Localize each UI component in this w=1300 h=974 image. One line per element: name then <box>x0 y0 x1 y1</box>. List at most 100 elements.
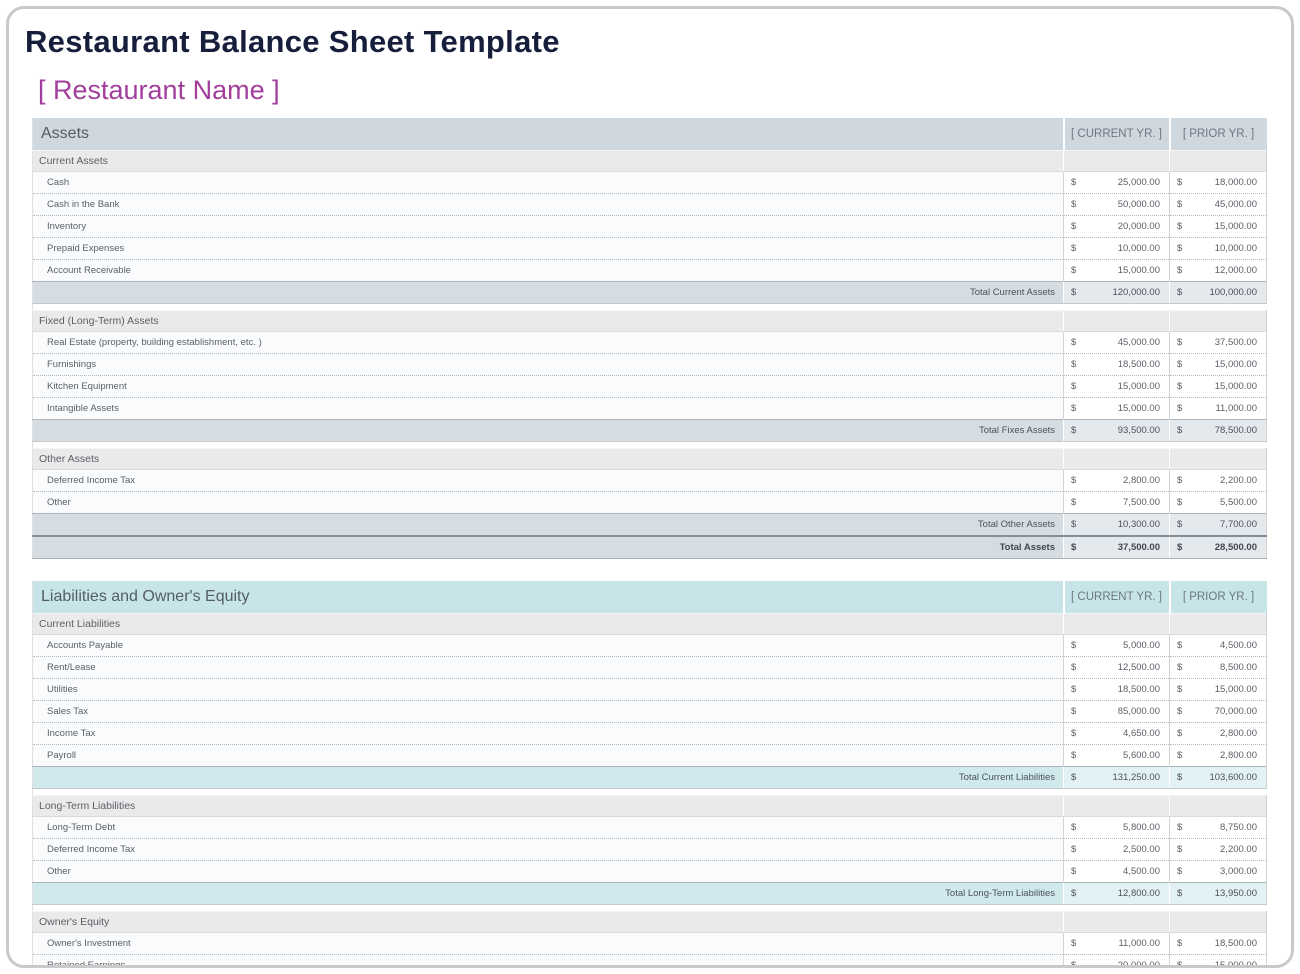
amount-cell-current[interactable]: $11,000.00 <box>1063 932 1170 955</box>
currency-symbol: $ <box>1177 728 1183 739</box>
amount-cell-current[interactable]: $20,000.00 <box>1063 954 1170 965</box>
line-item-label: Prepaid Expenses <box>32 237 1064 260</box>
amount-cell-prior[interactable]: $15,000.00 <box>1169 353 1267 376</box>
line-item-label: Real Estate (property, building establis… <box>32 331 1064 354</box>
amount-value: 8,750.00 <box>1220 822 1257 833</box>
currency-symbol: $ <box>1071 684 1077 695</box>
amount-cell-prior[interactable]: $3,000.00 <box>1169 860 1267 883</box>
amount-value: 7,500.00 <box>1123 497 1160 508</box>
amount-value: 2,200.00 <box>1220 475 1257 486</box>
amount-cell-content: $8,500.00 <box>1171 658 1265 677</box>
currency-symbol: $ <box>1071 199 1077 210</box>
amount-cell-prior[interactable]: $70,000.00 <box>1169 700 1267 723</box>
amount-cell-prior[interactable]: $2,200.00 <box>1169 469 1267 492</box>
amount-cell-prior[interactable]: $8,750.00 <box>1169 816 1267 839</box>
amount-cell-current[interactable]: $5,000.00 <box>1063 634 1170 657</box>
amount-cell-current[interactable]: $20,000.00 <box>1063 215 1170 238</box>
amount-cell-prior[interactable]: $18,500.00 <box>1169 932 1267 955</box>
amount-cell-prior[interactable]: $15,000.00 <box>1169 954 1267 968</box>
currency-symbol: $ <box>1177 359 1183 370</box>
amount-cell-content: $2,800.00 <box>1171 746 1265 765</box>
amount-cell-content: $70,000.00 <box>1171 702 1265 721</box>
amount-cell-content: $45,000.00 <box>1065 333 1168 352</box>
currency-symbol: $ <box>1071 772 1077 783</box>
amount-cell-content: $8,750.00 <box>1171 818 1265 837</box>
restaurant-name-placeholder[interactable]: [ Restaurant Name ] <box>38 75 280 105</box>
liabilities-table: Liabilities and Owner's Equity [ CURRENT… <box>32 581 1267 968</box>
amount-value: 2,200.00 <box>1220 844 1257 855</box>
empty-cell <box>1063 795 1170 817</box>
amount-cell-current[interactable]: $15,000.00 <box>1063 375 1170 398</box>
amount-cell-prior[interactable]: $15,000.00 <box>1169 678 1267 701</box>
amount-cell-current[interactable]: $2,800.00 <box>1063 469 1170 492</box>
liabilities-table-body: Current Liabilities Accounts Payable $5,00… <box>32 613 1267 968</box>
amount-cell-current[interactable]: $2,500.00 <box>1063 838 1170 861</box>
group-header-row: Long-Term Liabilities <box>32 795 1267 817</box>
group-total-row: Total Fixes Assets $93,500.00 $78,500.00 <box>32 419 1267 442</box>
amount-cell-prior[interactable]: $2,800.00 <box>1169 744 1267 767</box>
amount-value: 12,500.00 <box>1117 662 1160 673</box>
amount-cell-content: $45,000.00 <box>1171 195 1265 214</box>
amount-cell-content: $85,000.00 <box>1065 702 1168 721</box>
amount-cell-prior[interactable]: $4,500.00 <box>1169 634 1267 657</box>
amount-cell-current[interactable]: $4,500.00 <box>1063 860 1170 883</box>
line-item-row: Other $4,500.00 $3,000.00 <box>32 860 1267 883</box>
amount-cell-current[interactable]: $12,500.00 <box>1063 656 1170 679</box>
amount-value: 131,250.00 <box>1112 772 1160 783</box>
amount-cell-prior[interactable]: $12,000.00 <box>1169 259 1267 282</box>
amount-cell-prior[interactable]: $8,500.00 <box>1169 656 1267 679</box>
amount-cell-content: $13,950.00 <box>1171 884 1265 903</box>
line-item-row: Kitchen Equipment $15,000.00 $15,000.00 <box>32 375 1267 398</box>
amount-cell-current[interactable]: $5,600.00 <box>1063 744 1170 767</box>
amount-cell-prior[interactable]: $2,200.00 <box>1169 838 1267 861</box>
assets-table: Assets [ CURRENT YR. ] [ PRIOR YR. ] Cur… <box>32 118 1267 559</box>
amount-cell-content: $25,000.00 <box>1065 173 1168 192</box>
amount-cell-current[interactable]: $25,000.00 <box>1063 171 1170 194</box>
amount-cell-current[interactable]: $4,650.00 <box>1063 722 1170 745</box>
amount-value: 18,500.00 <box>1117 359 1160 370</box>
amount-cell-content: $5,600.00 <box>1065 746 1168 765</box>
amount-value: 100,000.00 <box>1209 287 1257 298</box>
line-item-row: Rent/Lease $12,500.00 $8,500.00 <box>32 656 1267 679</box>
amount-cell-content: $100,000.00 <box>1171 283 1265 302</box>
currency-symbol: $ <box>1177 337 1183 348</box>
line-item-label: Retained Earnings <box>32 954 1064 965</box>
amount-cell-current[interactable]: $45,000.00 <box>1063 331 1170 354</box>
amount-value: 7,700.00 <box>1220 519 1257 530</box>
amount-value: 120,000.00 <box>1112 287 1160 298</box>
amount-cell-content: $3,000.00 <box>1171 862 1265 881</box>
amount-cell-prior[interactable]: $45,000.00 <box>1169 193 1267 216</box>
amount-cell-current[interactable]: $5,800.00 <box>1063 816 1170 839</box>
empty-cell <box>1169 613 1267 635</box>
amount-cell-prior[interactable]: $11,000.00 <box>1169 397 1267 420</box>
amount-cell-prior[interactable]: $5,500.00 <box>1169 491 1267 514</box>
grand-total-row: Total Assets $37,500.00 $28,500.00 <box>32 535 1267 559</box>
amount-cell-prior[interactable]: $37,500.00 <box>1169 331 1267 354</box>
currency-symbol: $ <box>1177 938 1183 949</box>
amount-cell-current[interactable]: $7,500.00 <box>1063 491 1170 514</box>
amount-cell-content: $18,500.00 <box>1065 355 1168 374</box>
group-total-label: Total Fixes Assets <box>32 419 1064 442</box>
currency-symbol: $ <box>1071 475 1077 486</box>
amount-cell-current[interactable]: $15,000.00 <box>1063 397 1170 420</box>
amount-cell-prior[interactable]: $10,000.00 <box>1169 237 1267 260</box>
amount-value: 10,000.00 <box>1117 243 1160 254</box>
line-item-label: Intangible Assets <box>32 397 1064 420</box>
amount-cell-current[interactable]: $15,000.00 <box>1063 259 1170 282</box>
amount-cell-current[interactable]: $18,500.00 <box>1063 353 1170 376</box>
amount-cell-prior[interactable]: $2,800.00 <box>1169 722 1267 745</box>
group-total-label: Total Current Assets <box>32 281 1064 304</box>
amount-cell-prior[interactable]: $18,000.00 <box>1169 171 1267 194</box>
amount-cell-current[interactable]: $85,000.00 <box>1063 700 1170 723</box>
amount-cell-current[interactable]: $18,500.00 <box>1063 678 1170 701</box>
amount-cell-current[interactable]: $10,000.00 <box>1063 237 1170 260</box>
amount-value: 5,000.00 <box>1123 640 1160 651</box>
currency-symbol: $ <box>1177 199 1183 210</box>
line-item-row: Intangible Assets $15,000.00 $11,000.00 <box>32 397 1267 420</box>
amount-cell-content: $2,500.00 <box>1065 840 1168 859</box>
amount-cell-prior[interactable]: $15,000.00 <box>1169 375 1267 398</box>
currency-symbol: $ <box>1177 960 1183 968</box>
group-header-label: Other Assets <box>32 448 1064 470</box>
amount-cell-current[interactable]: $50,000.00 <box>1063 193 1170 216</box>
amount-cell-prior[interactable]: $15,000.00 <box>1169 215 1267 238</box>
